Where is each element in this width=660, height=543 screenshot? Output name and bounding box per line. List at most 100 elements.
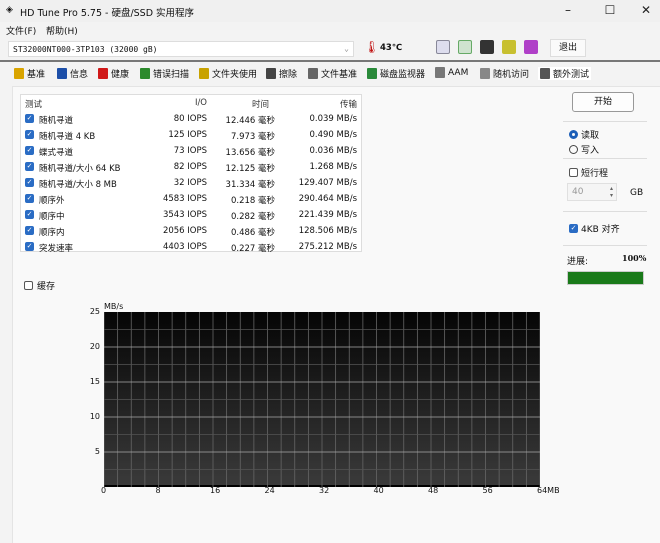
stepper-arrows-icon[interactable]: ▴ ▾ bbox=[609, 185, 613, 199]
y-tick-label: 5 bbox=[94, 447, 100, 456]
minimize-button[interactable]: – bbox=[565, 3, 571, 17]
table-row: ✓ 随机寻道/大小 64 KB 82 IOPS 12.125 毫秒 1.268 … bbox=[21, 159, 361, 175]
io-value: 4583 IOPS bbox=[162, 194, 207, 204]
test-name: 随机寻道/大小 64 KB bbox=[39, 164, 121, 174]
checkmark-icon: ✓ bbox=[569, 224, 578, 233]
test-name: 蝶式寻道 bbox=[39, 148, 74, 158]
row-checkbox[interactable]: ✓ bbox=[25, 210, 34, 219]
magnifier-icon bbox=[140, 68, 150, 79]
gb-stepper[interactable]: 40 ▴ ▾ bbox=[567, 183, 617, 201]
table-header: 测试 I/O 时间 传输 bbox=[21, 95, 361, 111]
test-name: 随机寻道/大小 8 MB bbox=[39, 180, 117, 190]
table-row: ✓ 随机寻道 4 KB 125 IOPS 7.973 毫秒 0.490 MB/s bbox=[21, 127, 361, 143]
copy-image-icon[interactable] bbox=[458, 40, 472, 54]
start-button[interactable]: 开始 bbox=[572, 92, 634, 112]
menu-file[interactable]: 文件(F) bbox=[6, 27, 37, 37]
options-icon[interactable] bbox=[502, 40, 516, 54]
table-row: ✓ 顺序内 2056 IOPS 0.486 毫秒 128.506 MB/s bbox=[21, 223, 361, 239]
gb-unit: GB bbox=[630, 188, 644, 198]
row-checkbox[interactable]: ✓ bbox=[25, 146, 34, 155]
drive-select[interactable]: ST32000NT000-3TP103 (32000 gB) ⌄ bbox=[8, 41, 354, 57]
radio-selected bbox=[569, 130, 578, 139]
folder-icon bbox=[199, 68, 209, 79]
transfer-value: 0.490 MB/s bbox=[309, 130, 358, 140]
transfer-value: 0.039 MB/s bbox=[309, 114, 358, 124]
io-value: 73 IOPS bbox=[173, 146, 207, 156]
test-name: 随机寻道 bbox=[39, 116, 74, 126]
table-row: ✓ 突发速率 4403 IOPS 0.227 毫秒 275.212 MB/s bbox=[21, 239, 361, 255]
test-name: 随机寻道 4 KB bbox=[39, 132, 96, 142]
maximize-button[interactable]: ☐ bbox=[604, 3, 616, 17]
tab-erase[interactable]: 擦除 bbox=[266, 67, 297, 80]
write-label: 写入 bbox=[581, 146, 600, 156]
io-value: 125 IOPS bbox=[168, 130, 207, 140]
transfer-value: 275.212 MB/s bbox=[298, 242, 357, 252]
header-transfer: 传输 bbox=[339, 100, 357, 110]
header-test: 测试 bbox=[25, 100, 43, 110]
close-button[interactable]: ✕ bbox=[640, 3, 652, 17]
x-tick-label: 48 bbox=[428, 486, 439, 495]
table-row: ✓ 蝶式寻道 73 IOPS 13.656 毫秒 0.036 MB/s bbox=[21, 143, 361, 159]
menu-bar: 文件(F) 帮助(H) bbox=[0, 22, 660, 38]
row-checkbox[interactable]: ✓ bbox=[25, 194, 34, 203]
time-value: 31.334 毫秒 bbox=[225, 180, 275, 190]
x-tick-label: 16 bbox=[210, 486, 221, 495]
row-checkbox[interactable]: ✓ bbox=[25, 178, 34, 187]
row-checkbox[interactable]: ✓ bbox=[25, 130, 34, 139]
tab-folder-usage[interactable]: 文件夹使用 bbox=[199, 67, 257, 80]
time-value: 0.282 毫秒 bbox=[230, 212, 275, 222]
exit-button[interactable]: 退出 bbox=[550, 39, 586, 57]
tab-disk-monitor[interactable]: 磁盘监视器 bbox=[367, 67, 425, 80]
screenshot-icon[interactable] bbox=[480, 40, 494, 54]
write-radio[interactable]: 写入 bbox=[569, 143, 599, 156]
tab-error-scan[interactable]: 错误扫描 bbox=[140, 67, 189, 80]
io-value: 82 IOPS bbox=[173, 162, 207, 172]
tab-file-benchmark[interactable]: 文件基准 bbox=[308, 67, 357, 80]
tab-extra-tests[interactable]: 额外测试 bbox=[538, 67, 592, 80]
time-value: 0.486 毫秒 bbox=[230, 228, 275, 238]
table-row: ✓ 随机寻道/大小 8 MB 32 IOPS 31.334 毫秒 129.407… bbox=[21, 175, 361, 191]
tab-health[interactable]: 健康 bbox=[98, 67, 129, 80]
io-value: 3543 IOPS bbox=[162, 210, 207, 220]
table-row: ✓ 顺序中 3543 IOPS 0.282 毫秒 221.439 MB/s bbox=[21, 207, 361, 223]
app-icon: ◈ bbox=[6, 5, 13, 15]
save-icon[interactable] bbox=[524, 40, 538, 54]
transfer-value: 0.036 MB/s bbox=[309, 146, 358, 156]
copy-text-icon[interactable] bbox=[436, 40, 450, 54]
row-checkbox[interactable]: ✓ bbox=[25, 114, 34, 123]
row-checkbox[interactable]: ✓ bbox=[25, 162, 34, 171]
checkbox-unchecked bbox=[24, 281, 33, 290]
tab-benchmark[interactable]: 基准 bbox=[14, 67, 45, 80]
cache-label: 缓存 bbox=[37, 282, 56, 292]
short-stroke-checkbox[interactable]: 短行程 bbox=[569, 166, 608, 179]
checkbox-unchecked bbox=[569, 168, 578, 177]
bulb-icon bbox=[14, 68, 24, 79]
header-time: 时间 bbox=[251, 100, 269, 110]
gb-value: 40 bbox=[572, 187, 584, 197]
random-access-icon bbox=[480, 68, 490, 79]
y-axis-label: MB/s bbox=[104, 302, 124, 311]
io-value: 2056 IOPS bbox=[162, 226, 207, 236]
tab-aam[interactable]: AAM bbox=[435, 67, 468, 78]
read-radio[interactable]: 读取 bbox=[569, 128, 599, 141]
tab-info[interactable]: 信息 bbox=[57, 67, 88, 80]
x-tick-label: 32 bbox=[319, 486, 330, 495]
align-4kb-checkbox[interactable]: ✓ 4KB 对齐 bbox=[569, 222, 620, 235]
chart-area bbox=[103, 312, 541, 487]
radio-unselected bbox=[569, 145, 578, 154]
cache-checkbox[interactable]: 缓存 bbox=[24, 279, 55, 292]
tab-random-access[interactable]: 随机访问 bbox=[480, 67, 529, 80]
menu-help[interactable]: 帮助(H) bbox=[46, 27, 78, 37]
window-title: HD Tune Pro 5.75 - 硬盘/SSD 实用程序 bbox=[20, 8, 195, 19]
row-checkbox[interactable]: ✓ bbox=[25, 226, 34, 235]
file-benchmark-icon bbox=[308, 68, 318, 79]
test-name: 顺序中 bbox=[39, 212, 65, 222]
title-bar: ◈ HD Tune Pro 5.75 - 硬盘/SSD 实用程序 – ☐ ✕ bbox=[0, 0, 660, 22]
row-checkbox[interactable]: ✓ bbox=[25, 242, 34, 251]
transfer-value: 128.506 MB/s bbox=[298, 226, 357, 236]
time-value: 12.446 毫秒 bbox=[225, 116, 275, 126]
transfer-value: 290.464 MB/s bbox=[298, 194, 357, 204]
y-tick-label: 25 bbox=[89, 307, 100, 316]
time-value: 0.218 毫秒 bbox=[230, 196, 275, 206]
temperature: 43℃ bbox=[380, 43, 403, 53]
